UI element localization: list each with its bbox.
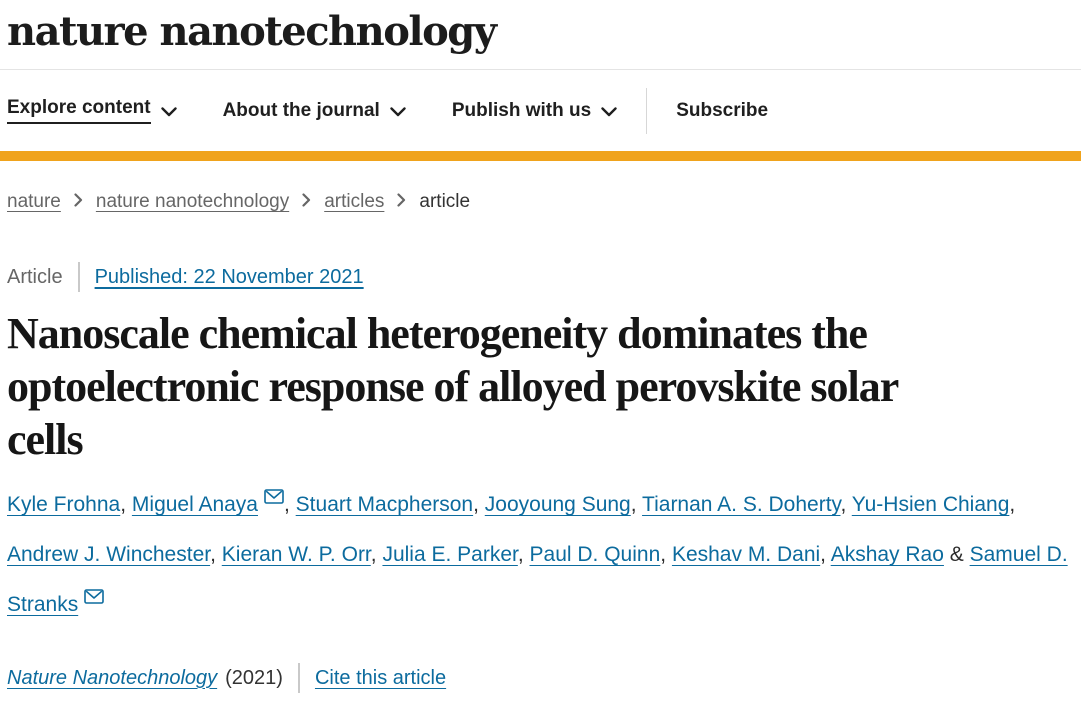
- breadcrumb-link-articles[interactable]: articles: [324, 190, 385, 212]
- author-separator: ,: [840, 493, 852, 516]
- author-link[interactable]: Yu-Hsien Chiang: [851, 493, 1010, 516]
- author-list: Kyle Frohna, Miguel Anaya, Stuart Macphe…: [7, 480, 1073, 630]
- vertical-divider: [297, 663, 300, 693]
- nav-label: Publish with us: [451, 99, 592, 121]
- nav-about-the-journal[interactable]: About the journal: [223, 99, 406, 123]
- author-separator: ,: [370, 543, 383, 566]
- author-link[interactable]: Kieran W. P. Orr: [221, 543, 371, 566]
- author-separator: &: [943, 543, 970, 566]
- author-link[interactable]: Julia E. Parker: [382, 543, 518, 566]
- chevron-right-icon: [302, 191, 311, 213]
- chevron-right-icon: [397, 191, 406, 213]
- author-separator: ,: [284, 493, 296, 516]
- author-link[interactable]: Stuart Macpherson: [295, 493, 474, 516]
- accent-bar: [0, 151, 1081, 161]
- breadcrumb-link-nature-nanotechnology[interactable]: nature nanotechnology: [95, 190, 290, 212]
- nav-publish-with-us[interactable]: Publish with us: [452, 99, 617, 123]
- nav-divider: [646, 87, 648, 134]
- vertical-divider: [77, 262, 80, 292]
- citation-line: Nature Nanotechnology (2021) Cite this a…: [7, 663, 1073, 693]
- breadcrumb-current: article: [419, 190, 471, 212]
- published-date-link[interactable]: Published: 22 November 2021: [94, 265, 364, 288]
- journal-link[interactable]: Nature Nanotechnology: [7, 666, 218, 689]
- article-title: Nanoscale chemical heterogeneity dominat…: [7, 309, 899, 464]
- author-separator: ,: [517, 543, 530, 566]
- chevron-down-icon: [601, 101, 617, 123]
- author-separator: ,: [820, 543, 831, 566]
- logo-row: nature nanotechnology: [0, 0, 1081, 70]
- breadcrumb-link-nature[interactable]: nature: [7, 190, 61, 212]
- breadcrumb: nature nature nanotechnology articles ar…: [7, 190, 1073, 213]
- site-nav: Explore content About the journal Publis…: [0, 70, 1081, 151]
- author-link[interactable]: Tiarnan A. S. Doherty: [642, 493, 841, 516]
- article-meta: Article Published: 22 November 2021: [7, 262, 1073, 292]
- article-header-section: nature nature nanotechnology articles ar…: [0, 190, 1081, 693]
- nav-label: Explore content: [7, 97, 151, 124]
- author-link[interactable]: Samuel D. Stranks: [7, 543, 1068, 616]
- chevron-right-icon: [74, 191, 83, 213]
- author-separator: ,: [210, 543, 222, 566]
- author-link[interactable]: Keshav M. Dani: [671, 543, 821, 566]
- author-link[interactable]: Kyle Frohna: [7, 493, 121, 516]
- author-separator: ,: [120, 493, 132, 516]
- cite-this-article-link[interactable]: Cite this article: [314, 666, 447, 689]
- chevron-down-icon: [160, 101, 177, 123]
- author-separator: ,: [660, 543, 672, 566]
- citation-year: (2021): [225, 666, 283, 689]
- nav-explore-content[interactable]: Explore content: [7, 97, 177, 124]
- nav-label: About the journal: [222, 99, 380, 121]
- author-link[interactable]: Akshay Rao: [830, 543, 944, 566]
- article-type-label: Article: [7, 265, 63, 288]
- author-link[interactable]: Andrew J. Winchester: [7, 543, 211, 566]
- author-separator: ,: [1009, 493, 1016, 516]
- nav-links: Explore content About the journal Publis…: [7, 97, 617, 124]
- site-header: nature nanotechnology Explore content Ab…: [0, 0, 1081, 161]
- nav-subscribe[interactable]: Subscribe: [676, 100, 768, 122]
- envelope-icon[interactable]: [84, 589, 105, 604]
- chevron-down-icon: [390, 101, 406, 123]
- author-link[interactable]: Paul D. Quinn: [529, 543, 661, 566]
- author-link[interactable]: Jooyoung Sung: [484, 493, 631, 516]
- nav-label: Subscribe: [676, 99, 769, 121]
- author-separator: ,: [630, 493, 643, 516]
- author-link[interactable]: Miguel Anaya: [131, 493, 258, 516]
- envelope-icon[interactable]: [264, 489, 284, 504]
- journal-logo[interactable]: nature nanotechnology: [7, 8, 497, 55]
- author-separator: ,: [473, 493, 485, 516]
